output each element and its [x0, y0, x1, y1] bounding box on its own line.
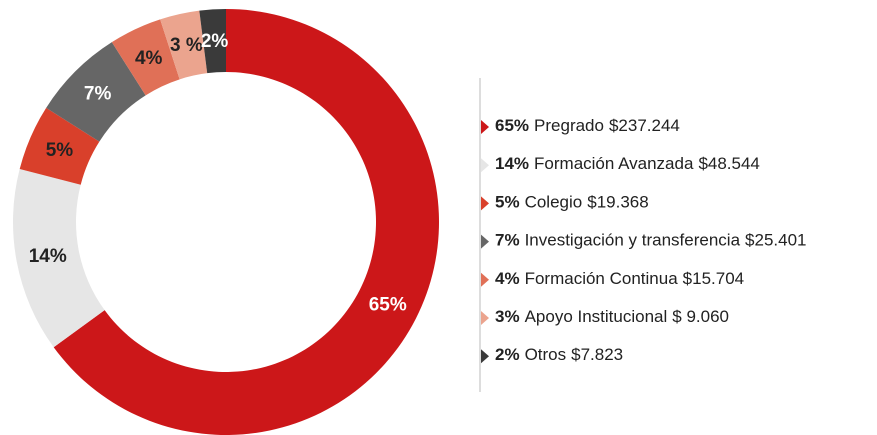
legend-name: Colegio	[525, 193, 583, 212]
slice-label: 7%	[84, 84, 112, 105]
legend-amount: $15.704	[683, 269, 744, 288]
legend-marker	[481, 234, 489, 249]
donut-slice	[160, 10, 208, 80]
donut-slice	[53, 9, 439, 435]
legend-item: 4% Formación Continua $15.704	[495, 269, 744, 288]
legend-item: 14% Formación Avanzada $48.544	[495, 155, 760, 174]
legend-name: Formación Continua	[525, 269, 679, 288]
slice-label: 14%	[29, 246, 67, 267]
legend-amount: $ 9.060	[672, 307, 729, 326]
legend-amount: $25.401	[745, 231, 806, 250]
legend-amount: $48.544	[698, 155, 759, 174]
slice-label: 2%	[201, 31, 229, 52]
donut-slice	[13, 169, 105, 348]
legend-marker	[481, 158, 489, 173]
legend-marker	[481, 311, 489, 325]
legend-percent: 2%	[495, 346, 520, 365]
legend-item: 2% Otros $7.823	[495, 346, 623, 365]
slice-label: 3 %	[170, 35, 203, 56]
donut-slice	[19, 107, 100, 185]
slice-label: 5%	[46, 140, 74, 161]
donut-slice	[46, 42, 146, 142]
legend-marker	[481, 272, 489, 287]
legend-percent: 5%	[495, 193, 520, 212]
legend-amount: $19.368	[587, 193, 648, 212]
legend-item: 7% Investigación y transferencia $25.401	[495, 231, 806, 250]
donut-slice	[199, 9, 226, 74]
legend-name: Apoyo Institucional	[525, 307, 668, 326]
legend-amount: $7.823	[571, 346, 623, 365]
legend-item: 3% Apoyo Institucional $ 9.060	[495, 307, 729, 326]
legend-percent: 65%	[495, 116, 529, 135]
legend-name: Formación Avanzada	[534, 155, 694, 174]
slice-label: 65%	[369, 294, 407, 315]
legend-percent: 14%	[495, 155, 529, 174]
legend-amount: $237.244	[609, 116, 680, 135]
legend-percent: 3%	[495, 307, 520, 326]
slice-label: 4%	[135, 48, 163, 69]
legend-name: Otros	[525, 346, 567, 365]
legend-name: Investigación y transferencia	[525, 231, 741, 250]
legend-item: 5% Colegio $19.368	[495, 193, 649, 212]
legend-marker	[481, 349, 489, 364]
legend-item: 65% Pregrado $237.244	[495, 116, 680, 135]
legend-percent: 4%	[495, 269, 520, 288]
legend-marker	[481, 120, 489, 134]
legend-percent: 7%	[495, 231, 520, 250]
legend-name: Pregrado	[534, 116, 604, 135]
donut-slice	[111, 19, 180, 96]
legend-marker	[481, 196, 489, 211]
